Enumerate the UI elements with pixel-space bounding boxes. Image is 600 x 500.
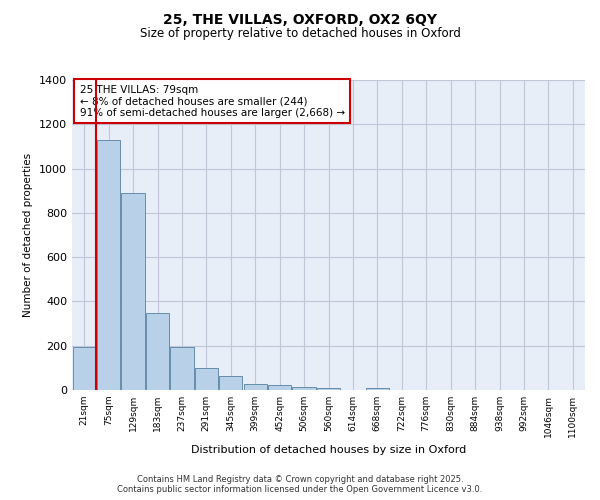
- Bar: [292, 386, 316, 390]
- Text: 25 THE VILLAS: 79sqm
← 8% of detached houses are smaller (244)
91% of semi-detac: 25 THE VILLAS: 79sqm ← 8% of detached ho…: [80, 84, 345, 118]
- Bar: [268, 385, 291, 390]
- Text: Contains HM Land Registry data © Crown copyright and database right 2025.
Contai: Contains HM Land Registry data © Crown c…: [118, 474, 482, 494]
- Y-axis label: Number of detached properties: Number of detached properties: [23, 153, 34, 317]
- Bar: [317, 388, 340, 390]
- Bar: [121, 193, 145, 390]
- Bar: [195, 368, 218, 390]
- Bar: [219, 376, 242, 390]
- Bar: [170, 347, 194, 390]
- Text: Size of property relative to detached houses in Oxford: Size of property relative to detached ho…: [140, 28, 460, 40]
- Bar: [146, 312, 169, 390]
- Bar: [244, 384, 267, 390]
- Bar: [73, 347, 96, 390]
- X-axis label: Distribution of detached houses by size in Oxford: Distribution of detached houses by size …: [191, 446, 466, 456]
- Bar: [97, 140, 120, 390]
- Bar: [366, 388, 389, 390]
- Text: 25, THE VILLAS, OXFORD, OX2 6QY: 25, THE VILLAS, OXFORD, OX2 6QY: [163, 12, 437, 26]
